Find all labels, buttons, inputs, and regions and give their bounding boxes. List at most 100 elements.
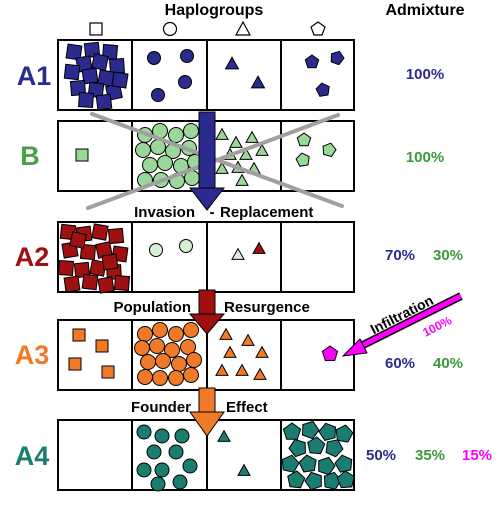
triangle-marker: [223, 345, 237, 358]
header-shape-icons: [89, 20, 326, 37]
shapes-row-A1: [63, 41, 345, 111]
square-marker: [73, 261, 91, 279]
shapes-row-A3: [68, 322, 339, 386]
pentagon-marker: [296, 132, 312, 147]
haplogroups-header: Haplogroups: [165, 2, 264, 19]
pentagon-icon: [310, 21, 326, 36]
row-label-A4: A4: [15, 441, 50, 471]
circle-marker: [136, 462, 152, 478]
square-marker: [79, 243, 97, 261]
pentagon-marker: [301, 420, 320, 440]
circle-marker: [149, 338, 165, 354]
pentagon-marker: [318, 422, 337, 441]
square-marker: [63, 275, 81, 293]
admixture-header: Admixture: [385, 2, 464, 19]
triangle-marker: [217, 429, 231, 442]
circle-icon: [162, 21, 178, 37]
square-marker: [95, 93, 113, 111]
square-marker: [69, 231, 87, 249]
row-label-A2: A2: [15, 242, 50, 272]
circle-marker: [147, 51, 161, 65]
circle-marker: [146, 444, 162, 460]
triangle-marker: [245, 130, 259, 143]
admixture-A3-green: 40%: [433, 355, 463, 372]
row-label-A3: A3: [15, 340, 50, 370]
square-marker: [69, 79, 87, 97]
pentagon-marker: [288, 438, 307, 458]
infiltration-arrow: [341, 292, 463, 357]
square-marker: [72, 328, 86, 342]
pentagon-marker: [330, 50, 345, 66]
circle-marker: [179, 239, 193, 253]
arrow-down-blue: [188, 111, 226, 211]
triangle-marker: [239, 147, 253, 160]
pentagon-marker: [304, 54, 320, 69]
circle-marker: [182, 458, 198, 474]
pentagon-marker: [315, 82, 330, 97]
event-founder: Founder: [131, 399, 191, 416]
pentagon-marker: [335, 424, 354, 443]
event-population: Population: [114, 299, 192, 316]
circle-marker: [174, 428, 190, 444]
triangle-marker: [235, 173, 249, 186]
circle-marker: [178, 75, 192, 89]
circle-marker: [152, 322, 168, 338]
circle-marker: [172, 474, 188, 490]
pentagon-marker: [282, 422, 302, 440]
triangle-marker: [235, 363, 249, 376]
square-icon: [89, 22, 103, 36]
triangle-marker: [252, 241, 266, 254]
triangle-marker: [219, 327, 233, 340]
circle-marker: [168, 370, 184, 386]
triangle-marker: [224, 56, 240, 70]
admixture-A2-blue: 70%: [385, 247, 415, 264]
circle-marker: [155, 353, 171, 369]
triangle-marker: [215, 127, 229, 140]
triangle-marker: [231, 247, 245, 260]
admixture-A4-green: 35%: [415, 447, 445, 464]
square-marker: [91, 223, 109, 241]
pentagon-marker: [298, 454, 317, 473]
admixture-A3-blue: 60%: [385, 355, 415, 372]
row-label-A1: A1: [17, 61, 52, 91]
square-marker: [101, 253, 119, 271]
square-marker: [57, 259, 75, 277]
admixture-B-green: 100%: [406, 149, 444, 166]
circle-marker: [137, 326, 153, 342]
event-effect: Effect: [226, 399, 268, 416]
admixture-A4-magenta: 15%: [462, 447, 492, 464]
triangle-marker: [255, 143, 269, 156]
circle-marker: [137, 369, 153, 385]
square-marker: [107, 227, 125, 245]
pentagon-marker: [307, 436, 326, 455]
circle-marker: [183, 123, 199, 139]
triangle-marker: [255, 345, 269, 358]
event-invasion-dash: -: [210, 204, 215, 221]
row-label-B: B: [20, 141, 40, 171]
circle-marker: [150, 476, 166, 492]
pentagon-marker: [287, 470, 306, 489]
square-marker: [65, 43, 83, 61]
admixture-A2-green: 30%: [433, 247, 463, 264]
circle-marker: [151, 88, 165, 102]
pentagon-marker: [336, 470, 355, 489]
square-marker: [101, 365, 115, 379]
square-marker: [77, 91, 95, 109]
shapes-row-A4: [136, 420, 355, 492]
circle-marker: [168, 127, 184, 143]
circle-marker: [154, 462, 170, 478]
admixture-A4-blue: 50%: [366, 447, 396, 464]
arrow-down-red: [188, 289, 226, 335]
circle-marker: [154, 428, 170, 444]
pentagon-marker: [318, 456, 336, 476]
square-marker: [111, 71, 129, 89]
event-invasion: Invasion: [134, 204, 195, 221]
pentagon-marker: [321, 345, 339, 361]
triangle-marker: [250, 75, 266, 89]
circle-marker: [180, 339, 196, 355]
triangle-marker: [253, 367, 267, 380]
shapes-row-A2: [57, 223, 266, 294]
circle-marker: [142, 157, 158, 173]
pentagon-marker: [295, 152, 310, 167]
